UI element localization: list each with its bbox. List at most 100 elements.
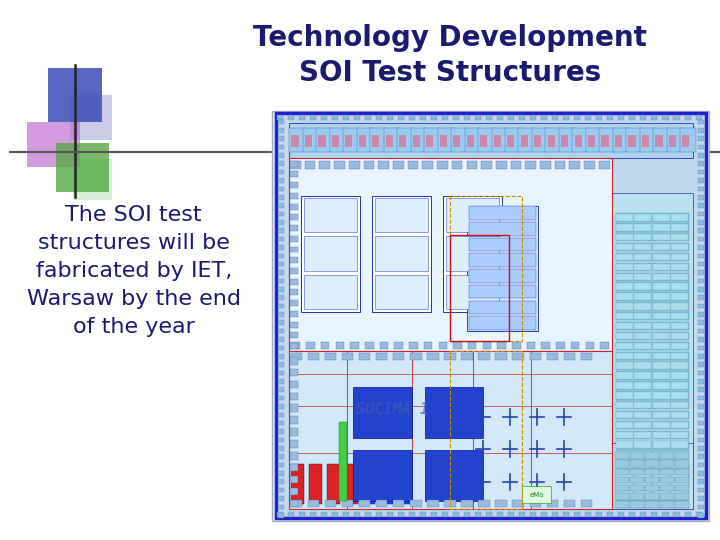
Bar — [290, 279, 298, 285]
Bar — [671, 392, 688, 399]
Bar — [292, 464, 305, 504]
Bar — [630, 493, 644, 500]
Bar — [481, 161, 492, 170]
Bar — [359, 500, 370, 507]
Bar — [618, 115, 624, 119]
Bar — [652, 303, 670, 309]
Bar — [630, 452, 644, 458]
Bar — [671, 303, 688, 309]
Bar — [278, 480, 284, 484]
Bar — [495, 353, 507, 360]
Bar — [634, 431, 651, 438]
Bar — [696, 512, 701, 517]
Bar — [409, 342, 418, 348]
Bar — [671, 254, 688, 260]
Bar — [652, 471, 670, 477]
Bar — [671, 353, 688, 359]
Bar — [698, 504, 703, 509]
Bar — [351, 342, 359, 348]
Bar — [671, 431, 688, 438]
Bar — [612, 443, 693, 509]
Bar — [630, 485, 644, 491]
Bar — [48, 68, 102, 122]
Bar — [375, 198, 428, 232]
Bar — [376, 500, 387, 507]
Bar — [616, 282, 690, 291]
Bar — [541, 512, 547, 517]
Bar — [291, 353, 302, 360]
Bar — [671, 343, 688, 349]
Bar — [410, 353, 421, 360]
Bar — [316, 129, 332, 152]
Bar — [652, 451, 670, 458]
Bar — [629, 512, 636, 517]
Bar — [660, 493, 674, 500]
Bar — [645, 460, 659, 467]
Bar — [378, 161, 389, 170]
Bar — [615, 501, 629, 508]
Bar — [634, 451, 651, 458]
Bar — [698, 153, 703, 158]
Bar — [289, 129, 305, 152]
Bar — [675, 501, 689, 508]
Bar — [299, 115, 305, 119]
Bar — [616, 471, 633, 477]
Bar — [290, 452, 298, 460]
Bar — [290, 488, 298, 495]
Bar — [616, 274, 633, 280]
Bar — [289, 158, 612, 350]
Bar — [478, 353, 490, 360]
Bar — [629, 135, 636, 147]
Bar — [410, 129, 426, 152]
Bar — [660, 460, 674, 467]
Bar — [616, 401, 690, 409]
Bar — [616, 500, 690, 508]
Bar — [278, 186, 284, 191]
Bar — [671, 244, 688, 251]
Bar — [616, 293, 633, 300]
Bar — [564, 353, 575, 360]
Bar — [541, 342, 550, 348]
Bar — [397, 129, 413, 152]
Bar — [55, 143, 109, 192]
Bar — [634, 471, 651, 477]
Bar — [671, 362, 688, 369]
Bar — [616, 481, 633, 488]
Bar — [615, 485, 629, 491]
Bar — [698, 279, 703, 283]
Bar — [290, 381, 298, 388]
Bar — [431, 512, 437, 517]
Bar — [616, 412, 633, 418]
Bar — [70, 94, 112, 140]
Bar — [675, 493, 689, 500]
Bar — [451, 196, 521, 341]
Bar — [615, 135, 622, 147]
Bar — [310, 115, 316, 119]
Bar — [671, 323, 688, 329]
Bar — [469, 238, 536, 251]
Bar — [630, 469, 644, 475]
Bar — [612, 193, 693, 509]
Bar — [278, 471, 284, 476]
Bar — [546, 129, 561, 152]
Bar — [660, 452, 674, 458]
Bar — [585, 115, 591, 119]
Bar — [290, 404, 298, 412]
Bar — [698, 471, 703, 476]
Bar — [616, 352, 690, 360]
Bar — [671, 373, 688, 379]
Bar — [667, 129, 683, 152]
Bar — [375, 237, 428, 271]
Bar — [554, 161, 565, 170]
Bar — [478, 500, 490, 507]
Bar — [634, 373, 651, 379]
Bar — [469, 269, 536, 282]
Bar — [278, 170, 284, 174]
Bar — [634, 214, 651, 221]
Bar — [356, 129, 372, 152]
Bar — [698, 145, 703, 149]
Bar — [425, 450, 482, 501]
Bar — [616, 264, 633, 270]
Bar — [440, 135, 447, 147]
Bar — [698, 320, 703, 325]
